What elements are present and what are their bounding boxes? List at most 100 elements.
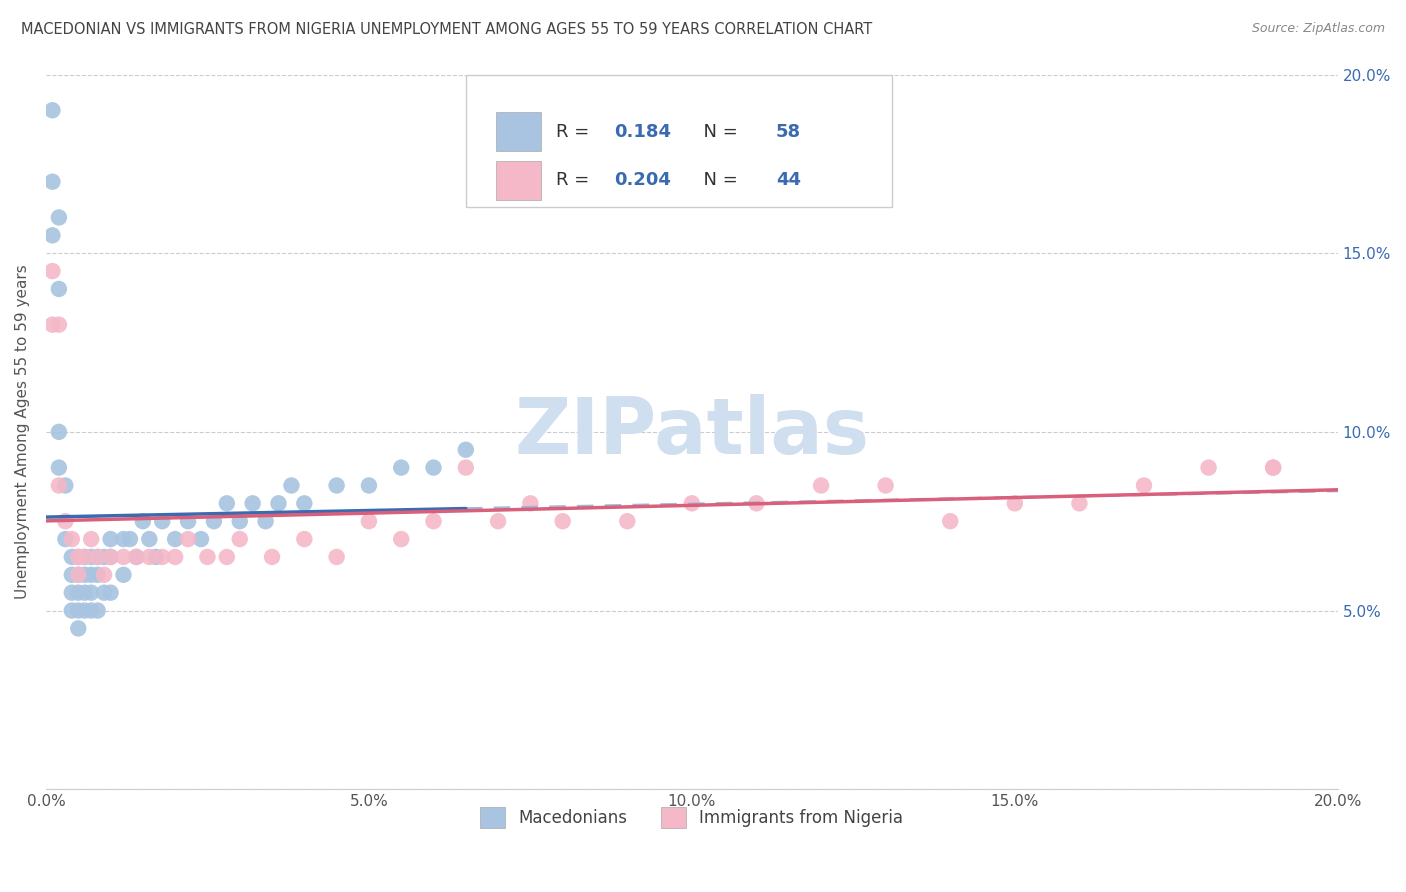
- Point: [80, 549, 103, 564]
- Point: [41, 175, 63, 189]
- Point: [810, 478, 832, 492]
- Point: [1198, 460, 1220, 475]
- Point: [357, 514, 380, 528]
- Point: [112, 549, 135, 564]
- Point: [73, 567, 96, 582]
- Point: [202, 514, 225, 528]
- Point: [681, 496, 703, 510]
- Point: [86, 549, 108, 564]
- Point: [67, 585, 90, 599]
- Point: [73, 603, 96, 617]
- Text: 58: 58: [776, 123, 801, 141]
- Point: [939, 514, 962, 528]
- Point: [53, 478, 76, 492]
- Point: [197, 549, 219, 564]
- Point: [48, 425, 70, 439]
- Text: R =: R =: [557, 171, 595, 189]
- Point: [67, 549, 90, 564]
- Point: [100, 532, 122, 546]
- Text: ZIPatlas: ZIPatlas: [515, 394, 869, 470]
- Point: [60, 585, 83, 599]
- Point: [80, 585, 103, 599]
- Point: [454, 460, 477, 475]
- Point: [67, 567, 90, 582]
- Point: [325, 478, 347, 492]
- Point: [177, 532, 200, 546]
- Point: [93, 585, 115, 599]
- Point: [60, 549, 83, 564]
- Point: [150, 549, 173, 564]
- Point: [60, 532, 83, 546]
- Point: [60, 603, 83, 617]
- Point: [454, 442, 477, 457]
- Text: Source: ZipAtlas.com: Source: ZipAtlas.com: [1251, 22, 1385, 36]
- Point: [53, 514, 76, 528]
- Point: [280, 478, 302, 492]
- Point: [48, 318, 70, 332]
- Point: [1263, 460, 1285, 475]
- Point: [100, 549, 122, 564]
- Point: [138, 532, 160, 546]
- Point: [1263, 460, 1285, 475]
- Point: [93, 567, 115, 582]
- Point: [73, 549, 96, 564]
- Point: [486, 514, 509, 528]
- Point: [48, 211, 70, 225]
- Text: R =: R =: [557, 123, 595, 141]
- Point: [1133, 478, 1156, 492]
- Point: [125, 549, 148, 564]
- FancyBboxPatch shape: [465, 75, 891, 207]
- Point: [67, 621, 90, 635]
- Point: [165, 532, 187, 546]
- Point: [60, 567, 83, 582]
- Point: [48, 282, 70, 296]
- Point: [86, 567, 108, 582]
- Point: [325, 549, 347, 564]
- Point: [112, 532, 135, 546]
- Point: [616, 514, 638, 528]
- Point: [41, 228, 63, 243]
- Text: 0.204: 0.204: [614, 171, 671, 189]
- Point: [389, 460, 412, 475]
- Point: [875, 478, 897, 492]
- Point: [165, 549, 187, 564]
- Point: [1004, 496, 1026, 510]
- Point: [41, 264, 63, 278]
- Text: N =: N =: [692, 123, 744, 141]
- Point: [260, 549, 283, 564]
- Point: [73, 549, 96, 564]
- Point: [53, 532, 76, 546]
- Bar: [495, 112, 541, 152]
- Point: [73, 585, 96, 599]
- Text: MACEDONIAN VS IMMIGRANTS FROM NIGERIA UNEMPLOYMENT AMONG AGES 55 TO 59 YEARS COR: MACEDONIAN VS IMMIGRANTS FROM NIGERIA UN…: [21, 22, 872, 37]
- Point: [112, 567, 135, 582]
- Point: [80, 603, 103, 617]
- Point: [80, 532, 103, 546]
- Point: [229, 532, 252, 546]
- Point: [229, 514, 252, 528]
- Point: [150, 514, 173, 528]
- Point: [242, 496, 264, 510]
- Point: [292, 496, 315, 510]
- Point: [118, 532, 141, 546]
- Point: [422, 514, 444, 528]
- Bar: [495, 161, 541, 200]
- Point: [292, 532, 315, 546]
- Point: [67, 567, 90, 582]
- Point: [41, 103, 63, 118]
- Point: [267, 496, 290, 510]
- Point: [215, 496, 238, 510]
- Point: [177, 514, 200, 528]
- Point: [132, 514, 155, 528]
- Point: [389, 532, 412, 546]
- Point: [145, 549, 167, 564]
- Point: [100, 585, 122, 599]
- Point: [93, 549, 115, 564]
- Point: [67, 603, 90, 617]
- Text: 44: 44: [776, 171, 801, 189]
- Point: [422, 460, 444, 475]
- Point: [48, 478, 70, 492]
- Point: [1069, 496, 1091, 510]
- Point: [100, 549, 122, 564]
- Point: [67, 549, 90, 564]
